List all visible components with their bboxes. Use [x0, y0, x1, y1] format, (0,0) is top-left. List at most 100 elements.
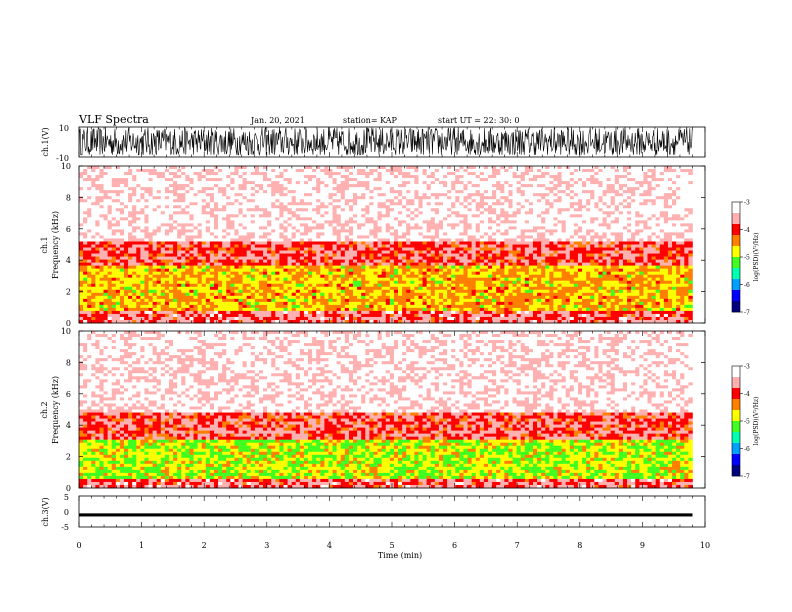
ch1-spec-cell	[115, 259, 121, 263]
ch1-spec-cell	[455, 199, 460, 203]
ch1-spec-cell	[680, 217, 685, 221]
ch1-spec-cell	[606, 235, 611, 239]
ch1-spec-cell	[553, 238, 558, 242]
ch1-spec-cell	[414, 235, 419, 239]
ch1-spec-cell	[475, 202, 481, 206]
ch1-spec-cell	[91, 238, 96, 242]
ch1-spec-cell	[123, 226, 129, 230]
ch1-spec-cell	[406, 175, 411, 179]
ch1-spec-cell	[381, 196, 387, 200]
ch1-spec-cell	[193, 187, 198, 191]
ch1-spec-cell	[283, 181, 288, 185]
ch1-spec-cell	[459, 229, 464, 233]
ch1-spec-cell	[230, 232, 235, 236]
ch1-spec-cell	[83, 247, 88, 251]
ch1-spec-cell	[475, 217, 481, 221]
ch1-spec-cell	[569, 232, 575, 236]
ch1-spec-cell	[516, 211, 522, 215]
ch1-spec-cell	[398, 166, 403, 170]
ch1-spec-cell	[553, 220, 558, 224]
ch1-spec-cell	[156, 256, 162, 260]
ch1-spec-cell	[136, 181, 141, 185]
ch1-spec-cell	[676, 235, 681, 239]
ch1-spec-cell	[647, 169, 652, 173]
ch1-spec-cell	[614, 190, 620, 194]
ch1-spec-cell	[144, 187, 149, 191]
ch1-spec-cell	[107, 178, 113, 182]
ch1-spec-cell	[569, 208, 575, 212]
ch1-spec-cell	[402, 259, 407, 263]
ch1-spec-cell	[144, 172, 149, 176]
ch1-spec-cell	[606, 244, 611, 248]
ch1-spec-cell	[455, 172, 460, 176]
ch1-spec-cell	[688, 166, 693, 170]
ch1-spec-cell	[144, 265, 149, 269]
ch1-spec-cell	[250, 226, 256, 230]
ch1-spec-cell	[618, 181, 624, 185]
ch1-spec-cell	[516, 238, 522, 242]
ch1-spec-cell	[177, 223, 182, 227]
ch1-spec-cell	[516, 169, 522, 173]
ch1-spec-cell	[303, 220, 309, 224]
ch1-spec-cell	[275, 256, 280, 260]
ch1-spec-cell	[336, 190, 342, 194]
ch1-spec-cell	[87, 256, 92, 260]
ch1-spec-cell	[295, 220, 301, 224]
ch1-spec-cell	[283, 193, 288, 197]
ch1-spec-cell	[430, 172, 436, 176]
ch1-spec-cell	[659, 259, 665, 263]
ch1-spec-cell	[545, 235, 550, 239]
ch1-spec-cell	[377, 256, 382, 260]
ch1-spec-cell	[537, 241, 542, 245]
ch1-spec-cell	[348, 169, 354, 173]
ch1-spec-cell	[483, 223, 489, 227]
ch1-spec-cell	[447, 184, 452, 188]
ch1-spec-cell	[451, 214, 456, 218]
ch1-spec-cell	[438, 238, 444, 242]
ch1-spec-cell	[602, 256, 607, 260]
ch1-spec-cell	[332, 262, 337, 266]
ch1-spec-cell	[447, 199, 452, 203]
ch1-spec-cell	[312, 226, 317, 230]
ch1-spec-cell	[164, 265, 170, 269]
ch1-spec-cell	[365, 181, 370, 185]
ch1-spec-cell	[598, 205, 603, 209]
ch1-spec-cell	[156, 196, 162, 200]
ch1-spec-cell	[418, 238, 423, 242]
ch1-spec-cell	[504, 256, 509, 260]
ch1-spec-cell	[291, 187, 297, 191]
ch1-spec-cell	[119, 178, 125, 182]
ch1-spec-cell	[398, 202, 403, 206]
ch1-spec-cell	[173, 208, 178, 212]
ch1-spec-cell	[79, 184, 84, 188]
ch1-spec-cell	[443, 202, 448, 206]
ch1-spec-cell	[561, 262, 566, 266]
ch1-spec-cell	[79, 244, 84, 248]
ch1-spec-cell	[455, 223, 460, 227]
ch1-spec-cell	[336, 259, 342, 263]
ch1-spec-cell	[119, 232, 125, 236]
ch1-spec-cell	[197, 178, 202, 182]
ch1-spec-cell	[627, 238, 632, 242]
ch1-spec-cell	[676, 211, 681, 215]
ch1-spec-cell	[377, 172, 382, 176]
ch1-spec-cell	[258, 202, 264, 206]
ch1-spec-cell	[492, 190, 497, 194]
ch1-spec-cell	[684, 244, 689, 248]
ch1-spec-cell	[545, 244, 550, 248]
ch1-spec-cell	[520, 247, 526, 251]
ch1-spec-cell	[582, 220, 587, 224]
ch1-spec-cell	[659, 226, 665, 230]
ch1-spec-cell	[263, 244, 268, 248]
ch1-spec-cell	[361, 211, 366, 215]
ch1-spec-cell	[254, 184, 260, 188]
ch1-spec-cell	[406, 232, 411, 236]
ch1-spec-cell	[357, 226, 362, 230]
ch1-spec-cell	[177, 217, 182, 221]
ch1-spec-cell	[651, 202, 656, 206]
ch1-spec-cell	[655, 184, 661, 188]
ch1-spec-cell	[565, 211, 571, 215]
ch1-spec-cell	[410, 235, 415, 239]
ch1-spec-cell	[381, 199, 387, 203]
ch1-spec-cell	[565, 220, 571, 224]
